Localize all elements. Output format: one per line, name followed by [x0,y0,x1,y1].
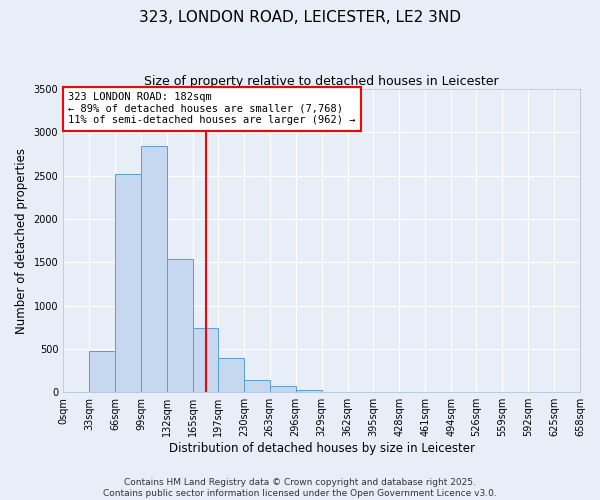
Text: 323 LONDON ROAD: 182sqm
← 89% of detached houses are smaller (7,768)
11% of semi: 323 LONDON ROAD: 182sqm ← 89% of detache… [68,92,356,126]
Bar [193,328,218,392]
Bar [296,390,322,392]
Bar [270,386,296,392]
Title: Size of property relative to detached houses in Leicester: Size of property relative to detached ho… [144,75,499,88]
Y-axis label: Number of detached properties: Number of detached properties [15,148,28,334]
Bar [115,174,141,392]
Bar [218,358,244,392]
Bar [89,350,115,392]
Text: 323, LONDON ROAD, LEICESTER, LE2 3ND: 323, LONDON ROAD, LEICESTER, LE2 3ND [139,10,461,25]
Bar [244,380,270,392]
Text: Contains HM Land Registry data © Crown copyright and database right 2025.
Contai: Contains HM Land Registry data © Crown c… [103,478,497,498]
X-axis label: Distribution of detached houses by size in Leicester: Distribution of detached houses by size … [169,442,475,455]
Bar [167,259,193,392]
Bar [141,146,167,392]
